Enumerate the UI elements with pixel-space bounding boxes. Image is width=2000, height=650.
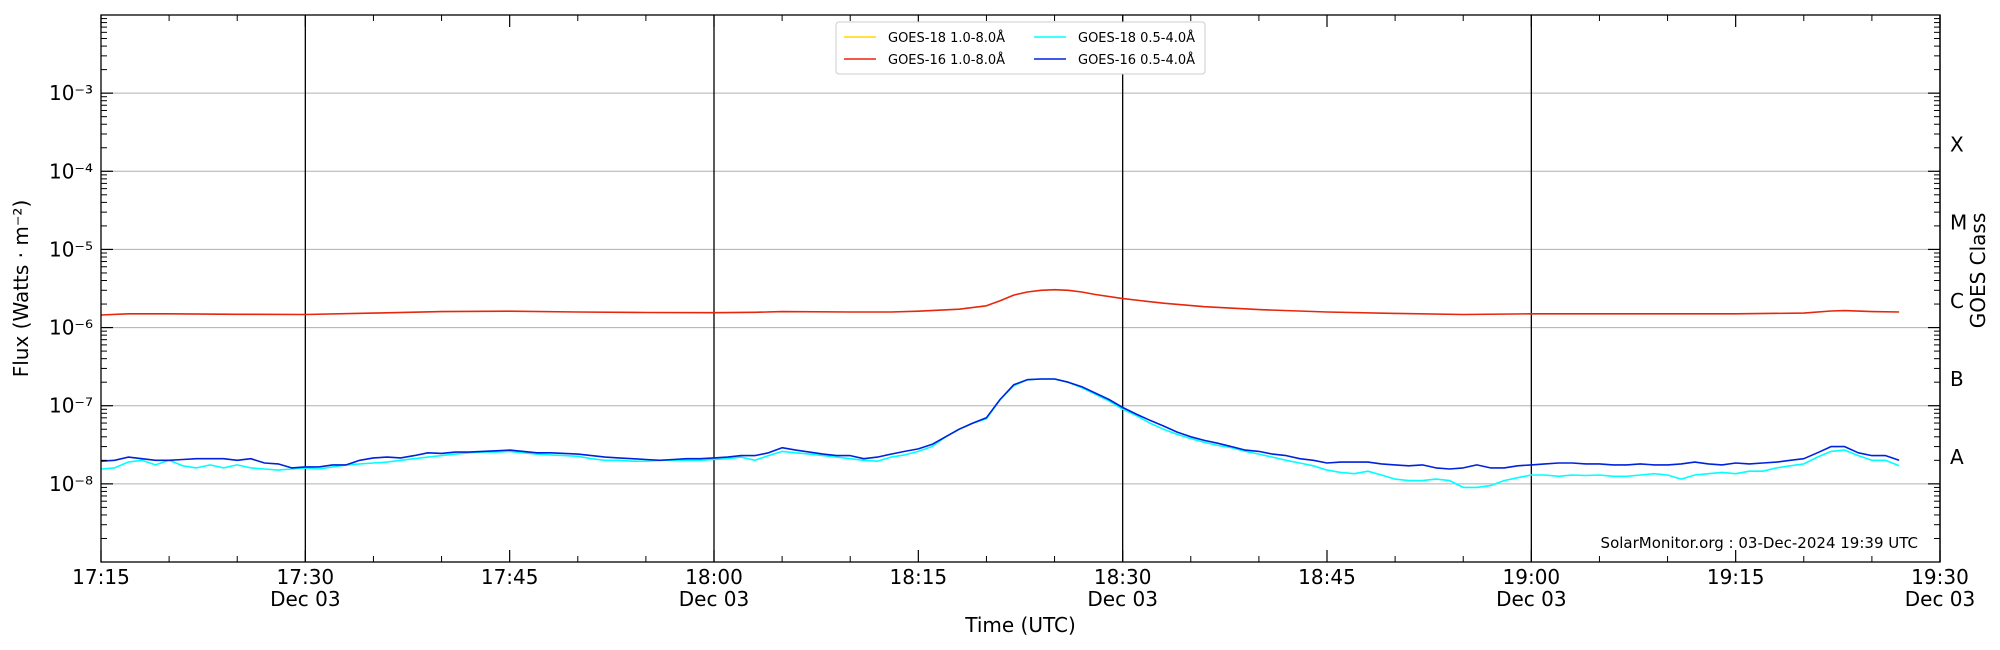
goes-class-label: A: [1950, 445, 1964, 469]
series-line-1: [100, 288, 1900, 316]
goes-class-label: X: [1950, 133, 1964, 157]
legend-label: GOES-18 1.0-8.0Å: [888, 30, 1005, 46]
x-tick-label: 19:15: [1707, 565, 1765, 589]
x-tick-label: 17:15: [72, 565, 130, 589]
x-axis-title: Time (UTC): [964, 613, 1076, 637]
x-tick-date-label: Dec 03: [1905, 587, 1976, 611]
x-tick-date-label: Dec 03: [1087, 587, 1158, 611]
legend-label: GOES-16 0.5-4.0Å: [1078, 52, 1195, 68]
series-layer: [100, 288, 1900, 489]
legend: GOES-18 1.0-8.0Å GOES-18 0.5-4.0Å GOES-16 …: [835, 21, 1206, 75]
right-axis-title: GOES Class: [1966, 213, 1990, 329]
y-tick-label: 10⁻⁸: [49, 472, 93, 496]
y-axis-title: Flux (Watts · m⁻²): [9, 200, 33, 378]
legend-box: [835, 21, 1206, 75]
x-tick-date-label: Dec 03: [270, 587, 341, 611]
legend-label: GOES-16 1.0-8.0Å: [888, 52, 1005, 68]
x-tick-label: 18:30: [1094, 565, 1152, 589]
y-tick-label: 10⁻⁵: [49, 237, 93, 261]
x-tick-label: 19:00: [1503, 565, 1561, 589]
y-tick-label: 10⁻⁷: [49, 394, 93, 418]
y-tick-label: 10⁻⁶: [49, 316, 93, 340]
x-tick-date-label: Dec 03: [679, 587, 750, 611]
goes-class-label: B: [1950, 367, 1964, 391]
grid-layer: [101, 92, 1940, 485]
goes-class-label: C: [1950, 289, 1964, 313]
tick-marks-layer: [100, 15, 1941, 562]
y-tick-label: 10⁻⁴: [49, 159, 93, 183]
x-tick-label: 18:00: [685, 565, 743, 589]
x-tick-label: 18:15: [890, 565, 948, 589]
watermark-text: SolarMonitor.org : 03-Dec-2024 19:39 UTC: [1601, 534, 1918, 552]
x-tick-label: 18:45: [1298, 565, 1356, 589]
goes-class-label: M: [1950, 211, 1967, 235]
plot-frame: [100, 14, 1941, 563]
x-tick-label: 19:30: [1911, 565, 1969, 589]
series-line-3: [100, 378, 1900, 470]
x-tick-date-label: Dec 03: [1496, 587, 1567, 611]
x-tick-label: 17:45: [481, 565, 539, 589]
x-tick-label: 17:30: [277, 565, 335, 589]
y-tick-label: 10⁻³: [49, 81, 93, 105]
legend-label: GOES-18 0.5-4.0Å: [1078, 30, 1195, 46]
